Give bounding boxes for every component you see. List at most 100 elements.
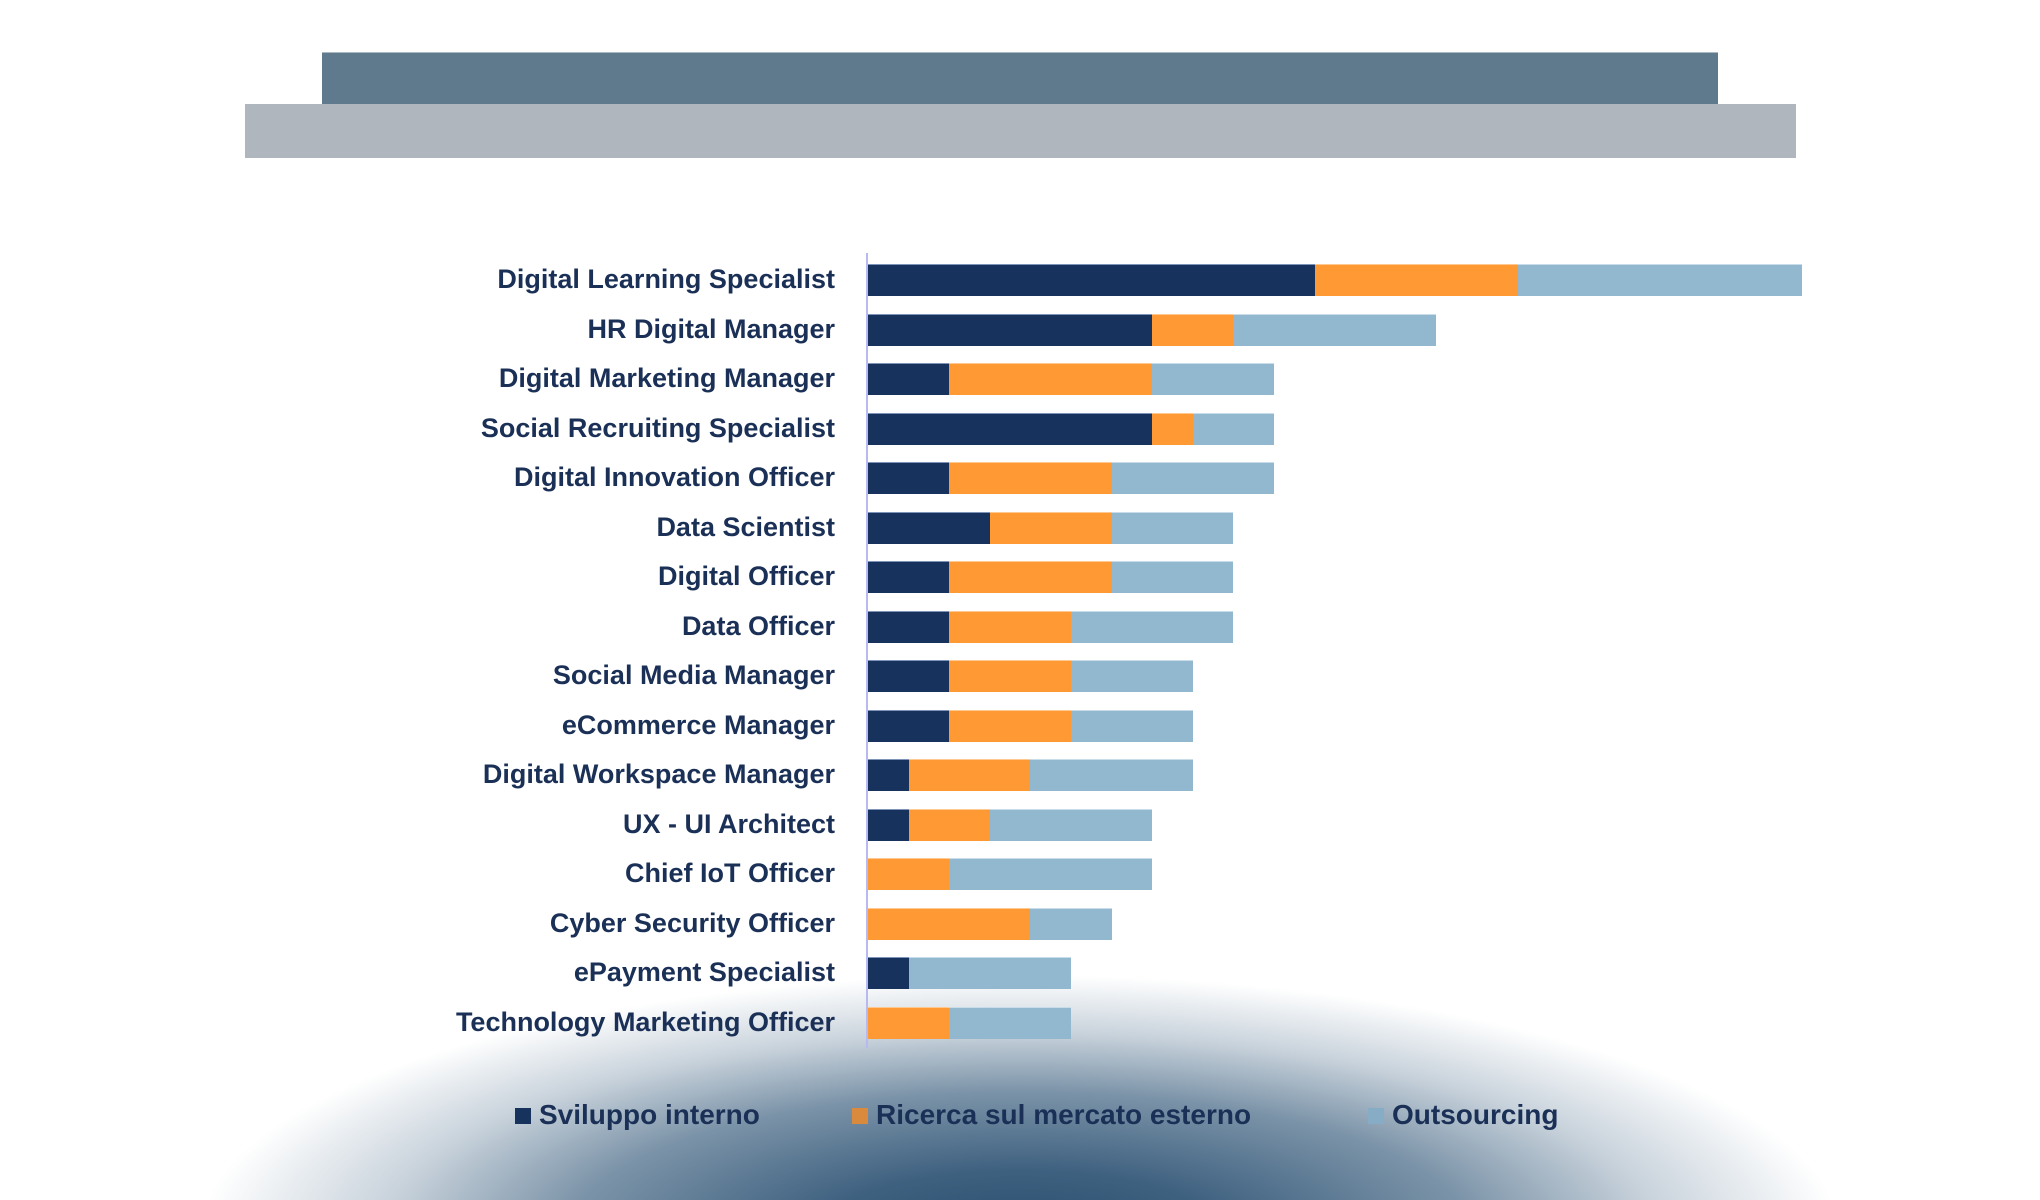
segment-external: [868, 907, 1031, 940]
legend-swatch-external-icon: [852, 1108, 868, 1124]
category-label: Digital Officer: [657, 561, 835, 591]
segment-outsourcing: [908, 957, 1071, 989]
segment-outsourcing: [1070, 709, 1193, 742]
bar-row: Social Recruiting Specialist: [0, 412, 2040, 445]
stacked-bar: [868, 907, 1112, 940]
segment-external: [1152, 313, 1234, 346]
bar-row: Data Officer: [0, 610, 2040, 643]
bar-row: Technology Marketing Officer: [0, 1006, 2040, 1039]
category-label: Social Media Manager: [552, 660, 835, 690]
segment-external: [908, 808, 990, 841]
segment-external: [949, 660, 1071, 692]
bar-row: UX - UI Architect: [0, 808, 2040, 841]
legend-swatch-internal-icon: [515, 1108, 531, 1124]
segment-external: [908, 759, 1031, 791]
category-label: Data Officer: [681, 610, 835, 641]
segment-external: [949, 709, 1071, 742]
segment-outsourcing: [949, 858, 1153, 890]
stacked-bar: [868, 808, 1153, 841]
segment-internal: [868, 808, 909, 841]
segment-internal: [868, 511, 990, 544]
stacked-bar: [868, 412, 1274, 445]
legend-swatch-outsourcing-icon: [1368, 1108, 1384, 1124]
bar-row: Digital Marketing Manager: [0, 363, 2040, 395]
bar-row: Cyber Security Officer: [0, 907, 2040, 940]
category-label: Cyber Security Officer: [549, 907, 835, 938]
segment-internal: [868, 313, 1153, 346]
segment-external: [989, 511, 1112, 544]
segment-internal: [868, 759, 909, 791]
segment-outsourcing: [1030, 759, 1193, 791]
category-axis-line: [866, 253, 868, 1048]
category-label: HR Digital Manager: [587, 313, 835, 344]
bar-row: Digital Workspace Manager: [0, 759, 2040, 791]
bar-row: HR Digital Manager: [0, 313, 2040, 346]
stacked-bar: [868, 858, 1153, 890]
segment-internal: [868, 264, 1315, 296]
segment-outsourcing: [1070, 660, 1193, 692]
header-banner-bottom: [245, 104, 1796, 158]
stacked-bar: [868, 363, 1274, 395]
bar-row: Digital Innovation Officer: [0, 462, 2040, 494]
segment-external: [949, 462, 1112, 494]
stacked-bar: [868, 709, 1193, 742]
bar-row: Digital Learning Specialist: [0, 264, 2040, 296]
segment-external: [1314, 264, 1518, 296]
category-label: Digital Workspace Manager: [482, 759, 835, 789]
segment-internal: [868, 462, 950, 494]
legend-label-outsourcing: Outsourcing: [1392, 1099, 1559, 1130]
stacked-bar: [868, 660, 1193, 692]
category-label: Social Recruiting Specialist: [480, 412, 835, 443]
category-label: Chief IoT Officer: [624, 858, 835, 888]
segment-external: [868, 1006, 950, 1039]
stacked-bar: [868, 264, 1802, 296]
category-label: UX - UI Architect: [622, 808, 835, 839]
category-label: ePayment Specialist: [573, 957, 835, 987]
bar-row: Digital Officer: [0, 561, 2040, 593]
segment-internal: [868, 412, 1153, 445]
segment-external: [868, 858, 950, 890]
segment-outsourcing: [1192, 412, 1274, 445]
bar-row: Data Scientist: [0, 511, 2040, 544]
category-label: Data Scientist: [656, 511, 835, 542]
segment-internal: [868, 709, 950, 742]
category-label: Technology Marketing Officer: [455, 1006, 835, 1037]
stacked-bar: [868, 561, 1234, 593]
stacked-bar: [868, 313, 1437, 346]
header-banner-top: [322, 52, 1718, 104]
segment-internal: [868, 561, 950, 593]
bar-row: eCommerce Manager: [0, 709, 2040, 742]
category-label: Digital Learning Specialist: [497, 264, 835, 294]
category-label: Digital Marketing Manager: [498, 363, 835, 393]
segment-outsourcing: [1517, 264, 1802, 296]
segment-external: [1152, 412, 1193, 445]
segment-outsourcing: [1070, 610, 1234, 643]
segment-internal: [868, 660, 950, 692]
segment-external: [949, 610, 1071, 643]
bar-row: Chief IoT Officer: [0, 858, 2040, 890]
bar-row: Social Media Manager: [0, 660, 2040, 692]
segment-outsourcing: [1152, 363, 1274, 395]
segment-internal: [868, 957, 909, 989]
segment-outsourcing: [1111, 511, 1234, 544]
legend-label-internal: Sviluppo interno: [539, 1099, 760, 1130]
stacked-bar: [868, 610, 1234, 643]
segment-outsourcing: [949, 1006, 1071, 1039]
segment-outsourcing: [1233, 313, 1437, 346]
segment-outsourcing: [989, 808, 1153, 841]
segment-internal: [868, 363, 950, 395]
segment-external: [949, 561, 1112, 593]
segment-external: [949, 363, 1153, 395]
category-label: eCommerce Manager: [561, 709, 835, 740]
segment-outsourcing: [1111, 561, 1234, 593]
stacked-bar: [868, 511, 1234, 544]
stacked-bar: [868, 462, 1274, 494]
legend-label-external: Ricerca sul mercato esterno: [876, 1099, 1252, 1130]
segment-internal: [868, 610, 950, 643]
stacked-bar: [868, 957, 1071, 989]
stacked-bar: [868, 1006, 1071, 1039]
category-label: Digital Innovation Officer: [513, 462, 835, 492]
segment-outsourcing: [1030, 907, 1112, 940]
segment-outsourcing: [1111, 462, 1274, 494]
bar-row: ePayment Specialist: [0, 957, 2040, 989]
